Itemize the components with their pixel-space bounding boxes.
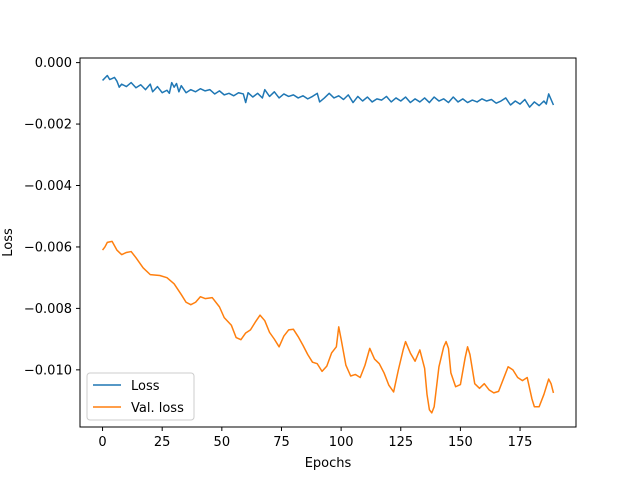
y-tick-label: −0.002 xyxy=(24,118,72,133)
x-axis-ticks: 0 25 50 75 100 125 150 175 xyxy=(98,427,532,450)
y-tick-label: −0.006 xyxy=(24,240,72,255)
series-line-loss xyxy=(102,74,555,108)
series-line-val-loss xyxy=(101,240,555,414)
x-axis-label: Epochs xyxy=(305,456,352,471)
x-tick-label: 50 xyxy=(214,435,231,450)
x-tick-label: 150 xyxy=(448,435,473,450)
legend-label-val-loss: Val. loss xyxy=(131,401,184,416)
y-axis-ticks: 0.000 −0.002 −0.004 −0.006 −0.008 −0.010 xyxy=(24,56,80,378)
x-tick-label: 75 xyxy=(273,435,290,450)
y-tick-label: −0.008 xyxy=(24,302,72,317)
y-axis-label: Loss xyxy=(1,228,16,257)
x-tick-label: 25 xyxy=(154,435,171,450)
x-tick-label: 175 xyxy=(508,435,533,450)
series-lines xyxy=(101,74,555,414)
y-tick-label: 0.000 xyxy=(35,56,72,71)
y-tick-label: −0.010 xyxy=(24,363,72,378)
plot-frame xyxy=(79,57,577,428)
legend-label-loss: Loss xyxy=(131,379,160,394)
x-tick-label: 100 xyxy=(329,435,354,450)
x-tick-label: 0 xyxy=(98,435,106,450)
y-tick-label: −0.004 xyxy=(24,179,72,194)
x-tick-label: 125 xyxy=(388,435,413,450)
legend: Loss Val. loss xyxy=(86,372,195,421)
